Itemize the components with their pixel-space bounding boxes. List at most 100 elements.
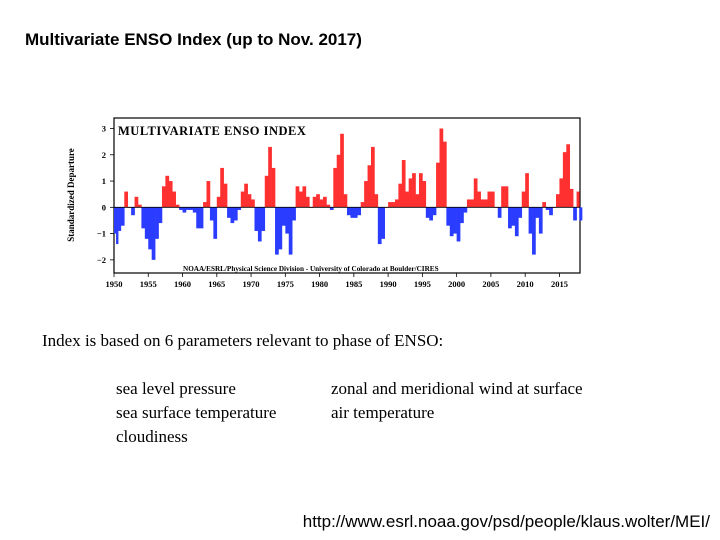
negative-bar <box>254 207 259 231</box>
chart-title: MULTIVARIATE ENSO INDEX <box>118 124 306 138</box>
x-tick-label: 1980 <box>311 279 328 289</box>
positive-bar <box>223 183 228 208</box>
positive-bar <box>312 196 317 208</box>
positive-bar <box>501 186 505 208</box>
positive-bar <box>442 141 447 208</box>
negative-bar <box>432 207 437 216</box>
positive-bar <box>340 133 344 208</box>
positive-bar <box>477 191 481 208</box>
parameter-item: cloudiness <box>116 427 188 446</box>
positive-bar <box>216 196 221 208</box>
negative-bar <box>278 207 283 250</box>
negative-bar <box>285 207 290 234</box>
negative-bar <box>425 207 430 218</box>
positive-bar <box>168 181 173 208</box>
positive-bar <box>323 196 327 208</box>
positive-bar <box>490 191 495 208</box>
parameters-right: zonal and meridional wind at surface air… <box>331 377 583 425</box>
positive-bar <box>556 194 560 208</box>
positive-bar <box>401 160 406 208</box>
parameters-left: sea level pressure sea surface temperatu… <box>116 377 276 449</box>
y-axis: 3 2 1 0 −1 −2 <box>97 124 114 265</box>
negative-bar <box>453 207 457 234</box>
negative-bar <box>460 207 464 224</box>
negative-bar <box>329 207 334 210</box>
negative-bar <box>118 207 122 231</box>
x-tick-label: 1965 <box>208 279 225 289</box>
positive-bar <box>415 194 420 208</box>
negative-bar <box>281 207 286 226</box>
negative-bar <box>518 207 523 218</box>
positive-bar <box>484 199 488 208</box>
negative-bar <box>257 207 262 242</box>
positive-bar <box>161 186 166 208</box>
positive-bar <box>436 162 440 208</box>
negative-bar <box>233 207 238 221</box>
intro-text: Index is based on 6 parameters relevant … <box>42 331 444 350</box>
negative-bar <box>227 207 231 218</box>
negative-bar <box>158 207 163 224</box>
negative-bar <box>579 207 583 221</box>
positive-bar <box>473 178 478 208</box>
y-tick-label: −1 <box>97 229 106 239</box>
y-tick-label: −2 <box>97 255 106 265</box>
positive-bar <box>165 175 170 208</box>
negative-bar <box>549 207 553 216</box>
chart-credit: NOAA/ESRL/Physical Science Division - Un… <box>183 265 439 273</box>
negative-bar <box>155 207 159 239</box>
positive-bar <box>470 199 475 208</box>
negative-bar <box>497 207 502 218</box>
parameter-item: sea surface temperature <box>116 403 277 422</box>
negative-bar <box>120 207 125 226</box>
positive-bar <box>388 202 392 208</box>
positive-bar <box>408 178 413 208</box>
negative-bar <box>209 207 214 221</box>
positive-bar <box>504 186 509 208</box>
positive-bar <box>302 186 307 208</box>
negative-bar <box>449 207 454 237</box>
x-tick-label: 1995 <box>414 279 431 289</box>
positive-bar <box>525 173 529 208</box>
x-tick-label: 1970 <box>243 279 260 289</box>
positive-bar <box>251 199 255 208</box>
positive-bar <box>566 144 571 208</box>
positive-bar <box>336 154 341 208</box>
negative-bar <box>446 207 451 226</box>
parameter-item: zonal and meridional wind at surface <box>331 379 583 398</box>
positive-bar <box>268 146 272 208</box>
positive-bar <box>370 146 375 208</box>
positive-bar <box>374 194 379 208</box>
negative-bar <box>511 207 516 226</box>
positive-bar <box>418 173 423 208</box>
x-tick-label: 2000 <box>448 279 465 289</box>
negative-bar <box>131 207 135 216</box>
negative-bar <box>189 207 194 210</box>
x-tick-label: 1960 <box>174 279 191 289</box>
negative-bar <box>573 207 577 221</box>
positive-bar <box>316 194 320 208</box>
positive-bar <box>487 191 492 208</box>
positive-bar <box>206 181 211 208</box>
positive-bar <box>343 194 348 208</box>
negative-bar <box>261 207 266 231</box>
positive-bar <box>521 191 526 208</box>
positive-bar <box>562 152 567 208</box>
y-tick-label: 2 <box>102 150 106 160</box>
negative-bar <box>381 207 385 239</box>
source-url[interactable]: http://www.esrl.noaa.gov/psd/people/klau… <box>302 512 710 531</box>
positive-bar <box>542 202 547 208</box>
x-tick-label: 2005 <box>482 279 499 289</box>
y-tick-label: 1 <box>102 176 106 186</box>
parameter-item: air temperature <box>331 403 435 422</box>
negative-bar <box>275 207 279 255</box>
negative-bar <box>192 207 197 213</box>
negative-bar <box>463 207 468 213</box>
negative-bar <box>377 207 382 245</box>
negative-bar <box>196 207 200 229</box>
positive-bar <box>391 202 396 208</box>
positive-bar <box>326 204 331 208</box>
negative-bar <box>199 207 204 229</box>
negative-bar <box>148 207 152 250</box>
negative-bar <box>532 207 536 255</box>
positive-bar <box>175 204 180 208</box>
